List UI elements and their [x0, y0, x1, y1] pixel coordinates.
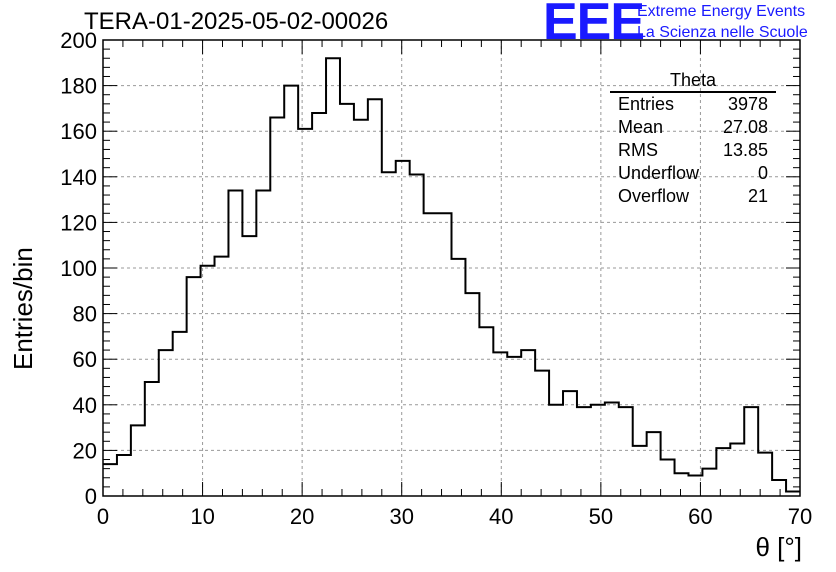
- y-tick-label: 40: [73, 393, 97, 418]
- y-tick-label: 100: [60, 256, 97, 281]
- histogram-bin: [549, 405, 563, 496]
- stat-value: 27.08: [722, 117, 768, 137]
- x-tick-label: 40: [489, 504, 513, 529]
- plot-frame: [102, 39, 801, 497]
- chart-title: TERA-01-2025-05-02-00026: [84, 8, 389, 35]
- histogram-bin: [605, 403, 619, 496]
- histogram-bin: [507, 357, 521, 496]
- histogram-bin: [326, 58, 340, 496]
- histogram-bin: [270, 118, 284, 496]
- stat-label: Mean: [618, 117, 664, 137]
- grid: [103, 40, 800, 496]
- y-tick-label: 140: [60, 165, 97, 190]
- histogram-bin: [452, 259, 466, 496]
- x-tick-label: 20: [290, 504, 314, 529]
- stats-title: Theta: [610, 70, 776, 93]
- tick-labels: 0 10 20 30 40 50 60 70 0 20 40 60 80 100 120 140 160 180 2…: [60, 28, 812, 529]
- histogram-bin: [312, 113, 326, 496]
- histogram-bin: [702, 469, 716, 496]
- histogram-bin: [117, 455, 131, 496]
- histogram-bin: [242, 236, 256, 496]
- x-tick-label: 0: [97, 504, 109, 529]
- histogram-bin: [647, 432, 661, 496]
- eee-logo: EEE: [543, 0, 645, 51]
- stat-label: Underflow: [618, 163, 700, 183]
- stat-row-rms: RMS 13.85: [610, 139, 776, 162]
- x-tick-label: 30: [389, 504, 413, 529]
- stat-label: RMS: [618, 140, 658, 160]
- histogram-bin: [479, 327, 493, 496]
- histogram-bin: [563, 391, 577, 496]
- histogram-bin: [633, 446, 647, 496]
- histogram-bin: [675, 473, 689, 496]
- histogram-bin: [145, 382, 159, 496]
- histogram-bin: [438, 213, 452, 496]
- y-tick-label: 0: [85, 484, 97, 509]
- y-tick-label: 60: [73, 347, 97, 372]
- histogram-bin: [716, 448, 730, 496]
- histogram-bin: [201, 266, 215, 496]
- histogram-bin: [256, 190, 270, 496]
- histogram-bin: [577, 407, 591, 496]
- histogram-bin: [465, 293, 479, 496]
- y-tick-label: 200: [60, 28, 97, 53]
- histogram-bin: [521, 350, 535, 496]
- x-axis-label: θ [°]: [755, 532, 802, 562]
- histogram-bin: [744, 407, 758, 496]
- stat-value: 21: [747, 186, 768, 206]
- stat-label: Entries: [618, 94, 675, 114]
- histogram-bin: [354, 120, 368, 496]
- histogram-bin: [159, 350, 173, 496]
- stat-value: 13.85: [722, 140, 768, 160]
- histogram-bin: [396, 161, 410, 496]
- stat-row-entries: Entries 3978: [610, 93, 776, 116]
- x-tick-label: 70: [788, 504, 812, 529]
- x-tick-label: 10: [190, 504, 214, 529]
- histogram-bin: [493, 352, 507, 496]
- y-axis-label: Entries/bin: [8, 247, 38, 370]
- histogram-bin: [284, 86, 298, 496]
- y-tick-label: 20: [73, 438, 97, 463]
- stat-row-overflow: Overflow 21: [610, 185, 776, 208]
- brand-line-1: Extreme Energy Events: [637, 3, 806, 20]
- brand-line-2: La Scienza nelle Scuole: [637, 24, 808, 41]
- histogram-bin: [382, 172, 396, 496]
- stats-box: Theta Entries 3978 Mean 27.08 RMS 13.85 …: [610, 70, 776, 208]
- histogram: [103, 57, 800, 496]
- y-tick-label: 120: [60, 210, 97, 235]
- stat-row-underflow: Underflow 0: [610, 162, 776, 185]
- histogram-bin: [340, 104, 354, 496]
- histogram-bin: [730, 444, 744, 496]
- x-tick-label: 50: [589, 504, 613, 529]
- stat-row-mean: Mean 27.08: [610, 116, 776, 139]
- x-tick-label: 60: [688, 504, 712, 529]
- y-tick-label: 180: [60, 74, 97, 99]
- histogram-bin: [368, 99, 382, 496]
- stat-value: 3978: [727, 94, 768, 114]
- y-tick-label: 80: [73, 302, 97, 327]
- histogram-bin: [535, 371, 549, 496]
- histogram-bin: [228, 190, 242, 496]
- stat-value: 0: [757, 163, 768, 183]
- histogram-bin: [173, 332, 187, 496]
- histogram-bin: [410, 175, 424, 496]
- histogram-bin: [131, 425, 145, 496]
- histogram-outline: [103, 57, 800, 493]
- histogram-bin: [298, 129, 312, 496]
- histogram-bin: [424, 213, 438, 496]
- histogram-bin: [772, 480, 786, 496]
- histogram-bin: [591, 405, 605, 496]
- histogram-bin: [187, 277, 201, 496]
- histogram-bin: [215, 257, 229, 496]
- y-tick-label: 160: [60, 119, 97, 144]
- stat-label: Overflow: [618, 186, 690, 206]
- histogram-bin: [661, 460, 675, 496]
- histogram-bin: [619, 407, 633, 496]
